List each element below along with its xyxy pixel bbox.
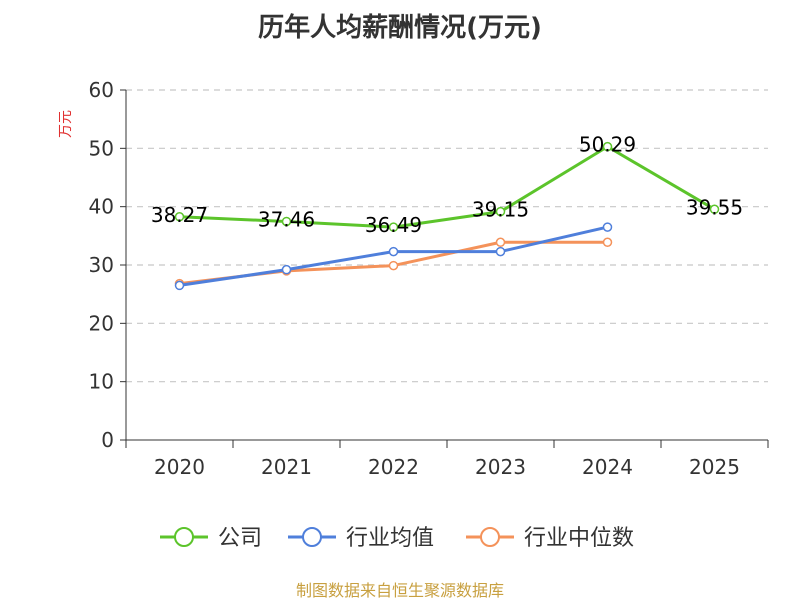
x-tick-label: 2024 — [582, 455, 633, 479]
data-point[interactable] — [388, 246, 399, 257]
legend[interactable]: 公司 行业均值 行业中位数 — [160, 526, 634, 551]
data-point[interactable] — [281, 264, 292, 275]
y-tick-label: 60 — [89, 78, 114, 102]
data-point[interactable] — [495, 246, 506, 257]
y-tick-label: 30 — [89, 253, 114, 277]
data-label: 50.29 — [579, 133, 636, 157]
data-label: 38.27 — [151, 203, 208, 227]
data-point[interactable] — [388, 222, 399, 232]
data-label: 36.49 — [365, 213, 422, 237]
legend-label: 公司 — [218, 526, 262, 551]
series-group: 38.27 37.46 36.49 39.15 50.29 39.55 — [151, 133, 743, 291]
data-point[interactable] — [709, 204, 720, 215]
legend-marker — [174, 527, 194, 547]
data-point[interactable] — [495, 237, 506, 247]
y-tick-label: 0 — [101, 428, 114, 452]
data-point[interactable] — [174, 212, 185, 222]
legend-marker — [480, 527, 500, 547]
legend-label: 行业中位数 — [524, 526, 634, 551]
y-axis-label: 万元 — [58, 110, 74, 138]
chart-title: 历年人均薪酬情况(万元) — [258, 12, 542, 43]
series-line-0 — [179, 145, 716, 229]
data-point[interactable] — [602, 237, 613, 247]
y-tick-label: 10 — [89, 370, 114, 394]
data-point[interactable] — [602, 222, 613, 232]
data-point[interactable] — [602, 141, 613, 152]
data-point[interactable] — [281, 216, 292, 227]
data-point[interactable] — [388, 260, 399, 271]
x-tick-label: 2025 — [689, 455, 740, 479]
legend-label: 行业均值 — [346, 526, 434, 551]
data-label: 39.15 — [472, 198, 529, 222]
data-point[interactable] — [174, 280, 185, 291]
axes: 0 10 20 30 40 50 60 2020 2021 2022 2023 2024 2025 — [89, 78, 769, 479]
legend-item-1[interactable]: 行业均值 — [288, 526, 434, 551]
y-tick-label: 20 — [89, 311, 114, 335]
x-tick-label: 2021 — [261, 455, 312, 479]
data-label: 39.55 — [686, 195, 743, 219]
legend-marker — [302, 527, 322, 547]
x-tick-label: 2020 — [154, 455, 205, 479]
x-tick-label: 2023 — [475, 455, 526, 479]
data-label: 37.46 — [258, 207, 315, 231]
y-tick-label: 40 — [89, 195, 114, 219]
legend-item-0[interactable]: 公司 — [160, 526, 262, 551]
data-point[interactable] — [495, 206, 506, 217]
y-tick-label: 50 — [89, 136, 114, 160]
grid — [126, 89, 768, 383]
source-note: 制图数据来自恒生聚源数据库 — [296, 581, 504, 600]
legend-item-2[interactable]: 行业中位数 — [466, 526, 634, 551]
x-tick-label: 2022 — [368, 455, 419, 479]
